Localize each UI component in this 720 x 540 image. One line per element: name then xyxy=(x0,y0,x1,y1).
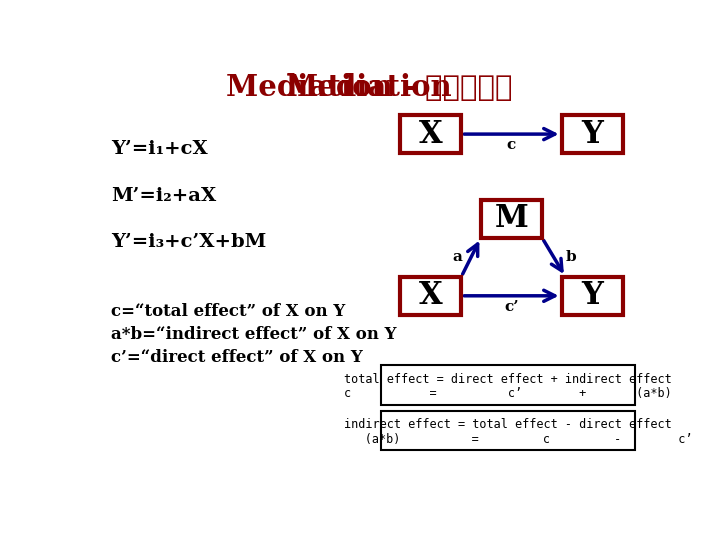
FancyBboxPatch shape xyxy=(400,115,462,153)
Text: total effect = direct effect + indirect effect: total effect = direct effect + indirect … xyxy=(343,373,672,386)
Text: b: b xyxy=(565,251,576,264)
FancyBboxPatch shape xyxy=(400,276,462,315)
Text: indirect effect = total effect - direct effect: indirect effect = total effect - direct … xyxy=(343,418,672,431)
Text: Mediation - תיווך: Mediation - תיווך xyxy=(226,73,512,103)
FancyBboxPatch shape xyxy=(381,365,634,405)
Text: Y: Y xyxy=(581,119,603,150)
Text: M’=i₂+aX: M’=i₂+aX xyxy=(111,187,216,205)
Text: M: M xyxy=(495,203,528,234)
FancyBboxPatch shape xyxy=(481,200,542,238)
Text: X: X xyxy=(419,280,443,311)
Text: (a*b)          =         c         -        c’: (a*b) = c - c’ xyxy=(323,433,693,446)
Text: Mediation: Mediation xyxy=(286,73,452,103)
Text: a*b=“indirect effect” of X on Y: a*b=“indirect effect” of X on Y xyxy=(111,326,397,343)
Text: c: c xyxy=(507,138,516,152)
Text: Y: Y xyxy=(581,280,603,311)
Text: c=“total effect” of X on Y: c=“total effect” of X on Y xyxy=(111,303,346,320)
Text: Y’=i₃+c’X+bM: Y’=i₃+c’X+bM xyxy=(111,233,266,251)
FancyBboxPatch shape xyxy=(562,276,623,315)
FancyBboxPatch shape xyxy=(562,115,623,153)
Text: a: a xyxy=(452,251,462,264)
Text: Y’=i₁+cX: Y’=i₁+cX xyxy=(111,140,208,159)
Text: c’: c’ xyxy=(504,300,519,314)
Text: X: X xyxy=(419,119,443,150)
FancyBboxPatch shape xyxy=(381,411,634,450)
Text: c’=“direct effect” of X on Y: c’=“direct effect” of X on Y xyxy=(111,349,363,366)
Text: c           =          c’        +       (a*b): c = c’ + (a*b) xyxy=(343,387,672,401)
